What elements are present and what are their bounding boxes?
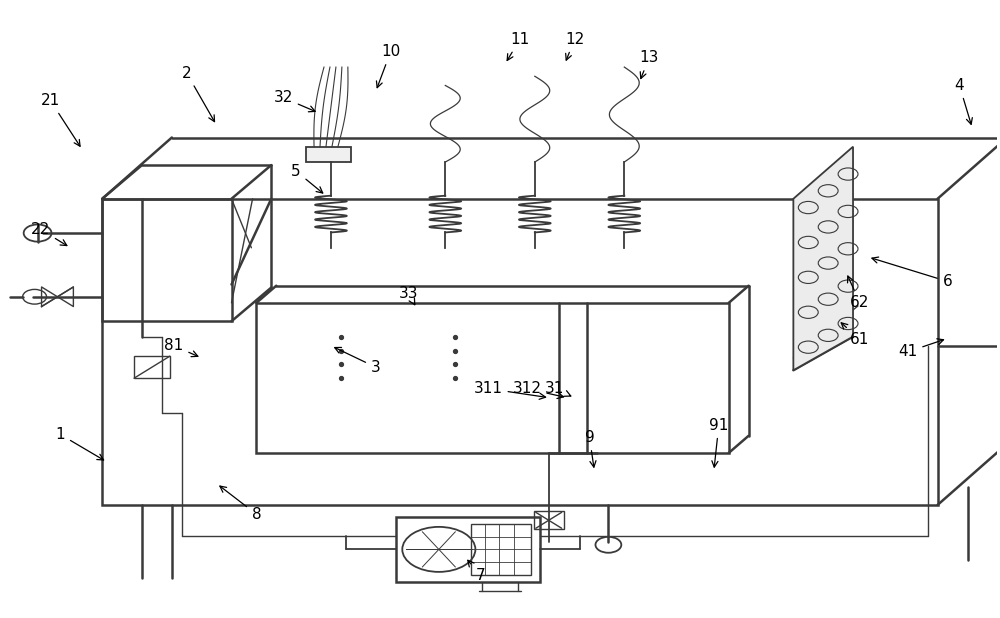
Bar bbox=[396, 517, 540, 582]
Text: 12: 12 bbox=[565, 32, 584, 60]
Bar bbox=[306, 146, 351, 162]
Text: 91: 91 bbox=[709, 418, 728, 467]
Bar bbox=[134, 356, 170, 378]
Text: 10: 10 bbox=[376, 44, 400, 88]
Text: 11: 11 bbox=[507, 32, 530, 61]
Text: 312: 312 bbox=[512, 381, 564, 399]
Polygon shape bbox=[793, 146, 853, 370]
Text: 41: 41 bbox=[898, 339, 944, 360]
Text: 5: 5 bbox=[291, 164, 323, 193]
Bar bbox=[256, 303, 729, 453]
Text: 3: 3 bbox=[335, 347, 381, 375]
Text: 33: 33 bbox=[399, 286, 418, 305]
Text: 13: 13 bbox=[639, 51, 659, 78]
Text: 7: 7 bbox=[468, 561, 485, 583]
Text: 32: 32 bbox=[274, 90, 315, 112]
Bar bbox=[102, 199, 232, 321]
Text: 31: 31 bbox=[545, 381, 571, 396]
Text: 62: 62 bbox=[848, 276, 870, 310]
Bar bbox=[471, 523, 531, 575]
Text: 81: 81 bbox=[164, 338, 198, 357]
Text: 4: 4 bbox=[955, 78, 972, 124]
Text: 61: 61 bbox=[841, 323, 870, 347]
Bar bbox=[102, 199, 938, 505]
Text: 2: 2 bbox=[182, 66, 215, 122]
Text: 22: 22 bbox=[31, 222, 67, 245]
Text: 6: 6 bbox=[872, 257, 952, 289]
Text: 8: 8 bbox=[220, 486, 261, 522]
Text: 311: 311 bbox=[474, 381, 546, 399]
Bar bbox=[534, 511, 564, 530]
Text: 21: 21 bbox=[41, 93, 80, 146]
Text: 1: 1 bbox=[56, 427, 104, 460]
Text: 9: 9 bbox=[585, 430, 596, 467]
